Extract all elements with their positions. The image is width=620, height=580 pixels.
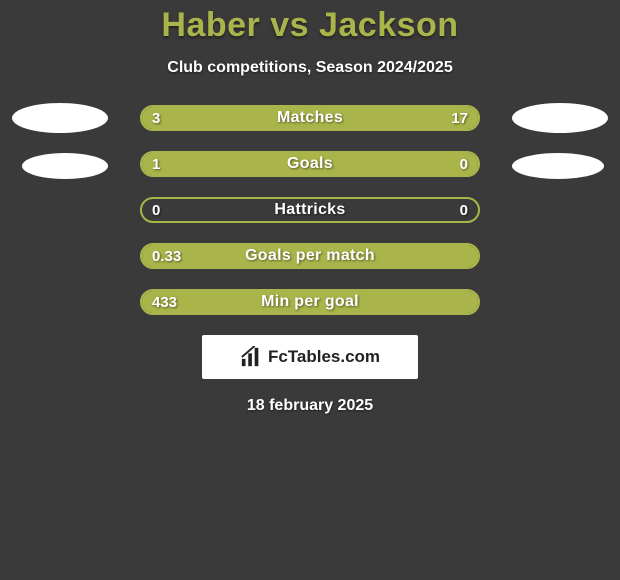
subtitle: Club competitions, Season 2024/2025 <box>0 59 620 77</box>
stat-row-goals: 1 Goals 0 <box>0 151 620 179</box>
player-left-avatar <box>22 153 108 179</box>
page-title: Haber vs Jackson <box>0 6 620 45</box>
stat-value-right: 0 <box>460 153 468 175</box>
stat-value-right: 17 <box>451 107 468 129</box>
stat-label: Goals per match <box>142 245 478 267</box>
stat-row-min-per-goal: 433 Min per goal <box>0 289 620 317</box>
player-right-avatar <box>512 153 604 179</box>
stat-row-hattricks: 0 Hattricks 0 <box>0 197 620 225</box>
brand-text: FcTables.com <box>268 347 380 367</box>
stat-row-matches: 3 Matches 17 <box>0 105 620 133</box>
stat-label: Min per goal <box>142 291 478 313</box>
stat-bar: 0.33 Goals per match <box>140 243 480 269</box>
bar-chart-icon <box>240 346 262 368</box>
stat-value-right: 0 <box>460 199 468 221</box>
player-left-avatar <box>12 103 108 133</box>
stat-row-goals-per-match: 0.33 Goals per match <box>0 243 620 271</box>
stat-label: Matches <box>142 107 478 129</box>
date-text: 18 february 2025 <box>0 397 620 415</box>
stat-label: Hattricks <box>142 199 478 221</box>
stat-bar: 433 Min per goal <box>140 289 480 315</box>
player-right-avatar <box>512 103 608 133</box>
stat-bar: 3 Matches 17 <box>140 105 480 131</box>
stat-label: Goals <box>142 153 478 175</box>
comparison-card: Haber vs Jackson Club competitions, Seas… <box>0 0 620 580</box>
stat-bar: 1 Goals 0 <box>140 151 480 177</box>
stat-bar: 0 Hattricks 0 <box>140 197 480 223</box>
brand-badge[interactable]: FcTables.com <box>202 335 418 379</box>
